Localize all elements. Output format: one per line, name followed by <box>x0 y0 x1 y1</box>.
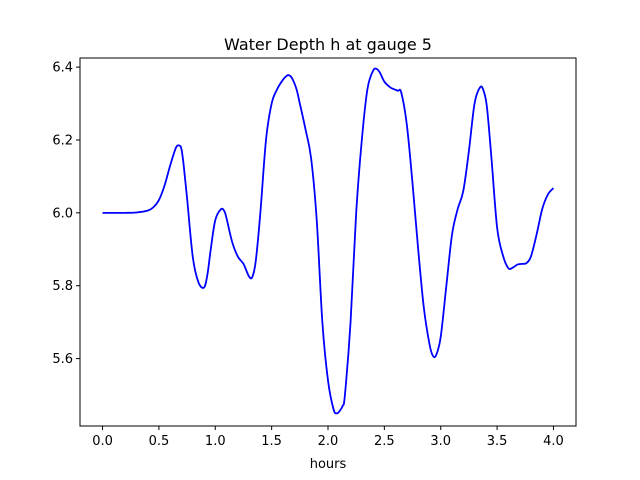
x-tick-label: 0.5 <box>149 434 170 449</box>
x-tick-label: 4.0 <box>543 434 564 449</box>
x-axis: 0.0 0.5 1.0 1.5 2.0 2.5 3.0 3.5 4.0 <box>92 426 564 449</box>
x-tick-label: 1.5 <box>261 434 282 449</box>
x-tick-label: 3.5 <box>487 434 508 449</box>
x-tick-label: 3.0 <box>430 434 451 449</box>
y-tick-label: 6.4 <box>52 61 73 76</box>
x-tick-label: 2.0 <box>318 434 339 449</box>
x-tick-label: 1.0 <box>205 434 226 449</box>
y-axis: 5.6 5.8 6.0 6.2 6.4 <box>52 61 80 367</box>
chart-title: Water Depth h at gauge 5 <box>224 35 432 54</box>
series-line <box>102 67 555 415</box>
plot-area: 0.0 0.5 1.0 1.5 2.0 2.5 3.0 3.5 4.0 5.6 5.8 6.0 6.2… <box>52 57 577 449</box>
y-tick-label: 6.0 <box>52 206 73 221</box>
y-tick-label: 5.8 <box>52 279 73 294</box>
x-tick-label: 0.0 <box>92 434 113 449</box>
x-axis-label: hours <box>310 457 347 472</box>
y-tick-label: 5.6 <box>52 352 73 367</box>
y-tick-label: 6.2 <box>52 133 73 148</box>
x-tick-label: 2.5 <box>374 434 395 449</box>
plot-frame <box>79 57 577 427</box>
